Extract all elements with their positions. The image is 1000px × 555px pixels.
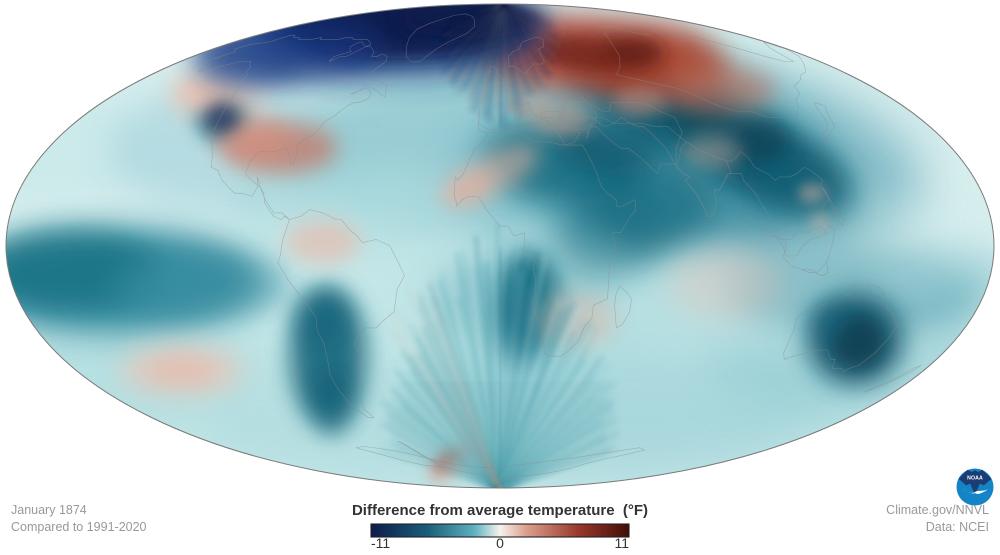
svg-text:11: 11 [614,535,629,551]
svg-text:0: 0 [496,535,504,551]
svg-text:Difference from average temper: Difference from average temperature (°F) [352,502,648,519]
svg-text:-11: -11 [371,535,390,551]
svg-text:NOAA: NOAA [967,476,983,482]
